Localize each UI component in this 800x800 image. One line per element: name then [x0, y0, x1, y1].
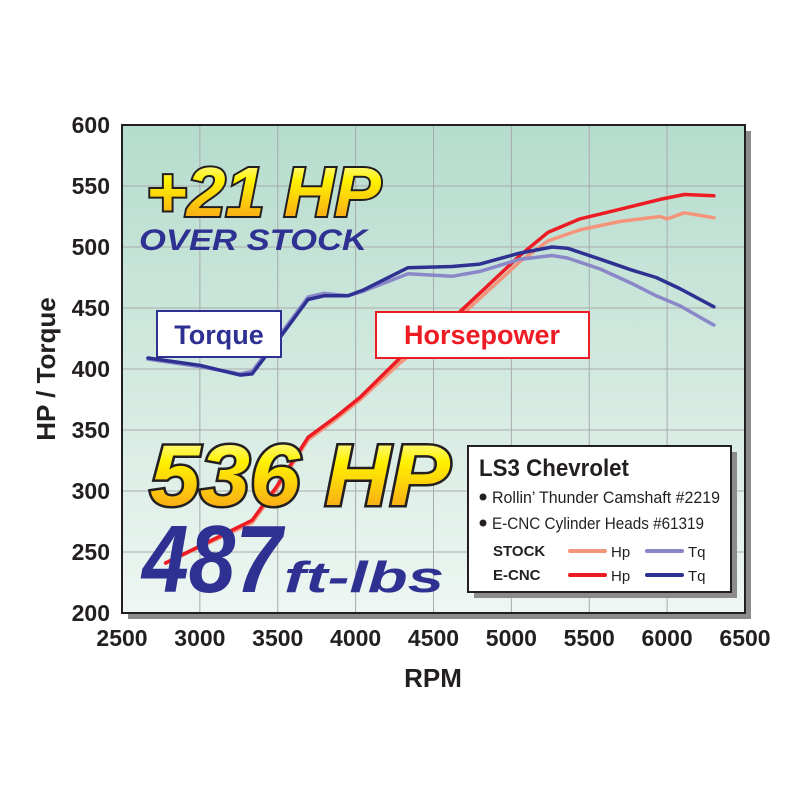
legend-bullet-cam: Rollin’ Thunder Camshaft #2219	[492, 488, 720, 507]
legend-stock-hp: Hp	[611, 544, 630, 561]
y-tick-label: 400	[72, 356, 110, 382]
x-tick-labels: 2500 3000 3500 4000 4500 5000 5500 6000 6500	[96, 625, 770, 651]
peak-torque-unit: ft-lbs	[284, 553, 444, 602]
x-tick-label: 4000	[330, 625, 381, 651]
x-tick-label: 6000	[642, 625, 693, 651]
y-tick-label: 300	[72, 478, 110, 504]
x-tick-label: 2500	[96, 625, 147, 651]
x-tick-label: 6500	[719, 625, 770, 651]
plot-frame	[121, 124, 746, 614]
legend-row-stock: STOCK	[493, 543, 545, 560]
gain-annotation: +21 HP	[146, 153, 381, 231]
y-tick-label: 250	[72, 539, 110, 565]
legend-bullet-heads: E-CNC Cylinder Heads #61319	[492, 514, 704, 533]
legend-row-ecnc: E-CNC	[493, 567, 541, 584]
legend-stock-tq: Tq	[688, 544, 706, 561]
gain-subtitle: OVER STOCK	[139, 224, 370, 257]
y-tick-label: 600	[72, 112, 110, 138]
peak-hp-annotation: 536 HP	[150, 428, 451, 524]
y-axis-title: HP / Torque	[31, 297, 61, 441]
x-tick-label: 5500	[564, 625, 615, 651]
x-tick-label: 3500	[252, 625, 303, 651]
y-tick-labels: 200 250 300 350 400 450 500 550 600	[72, 112, 110, 626]
y-tick-label: 350	[72, 417, 110, 443]
x-tick-label: 5000	[486, 625, 537, 651]
legend: LS3 Chevrolet Rollin’ Thunder Camshaft #…	[467, 445, 737, 598]
horsepower-label: Horsepower	[404, 320, 561, 350]
legend-ecnc-hp: Hp	[611, 568, 630, 585]
y-tick-label: 500	[72, 234, 110, 260]
series-line-e-cnc-tq	[146, 245, 716, 377]
x-tick-label: 4500	[408, 625, 459, 651]
torque-label: Torque	[174, 320, 264, 350]
x-tick-label: 3000	[174, 625, 225, 651]
y-tick-label: 450	[72, 295, 110, 321]
peak-torque-number: 487	[140, 506, 286, 613]
y-tick-label: 550	[72, 173, 110, 199]
torque-label-box	[156, 310, 282, 358]
legend-ecnc-tq: Tq	[688, 568, 706, 585]
series-lines	[146, 192, 716, 565]
legend-title: LS3 Chevrolet	[479, 455, 629, 482]
x-axis-title: RPM	[404, 663, 462, 693]
y-tick-label: 200	[72, 600, 110, 626]
horsepower-label-box	[375, 311, 590, 359]
